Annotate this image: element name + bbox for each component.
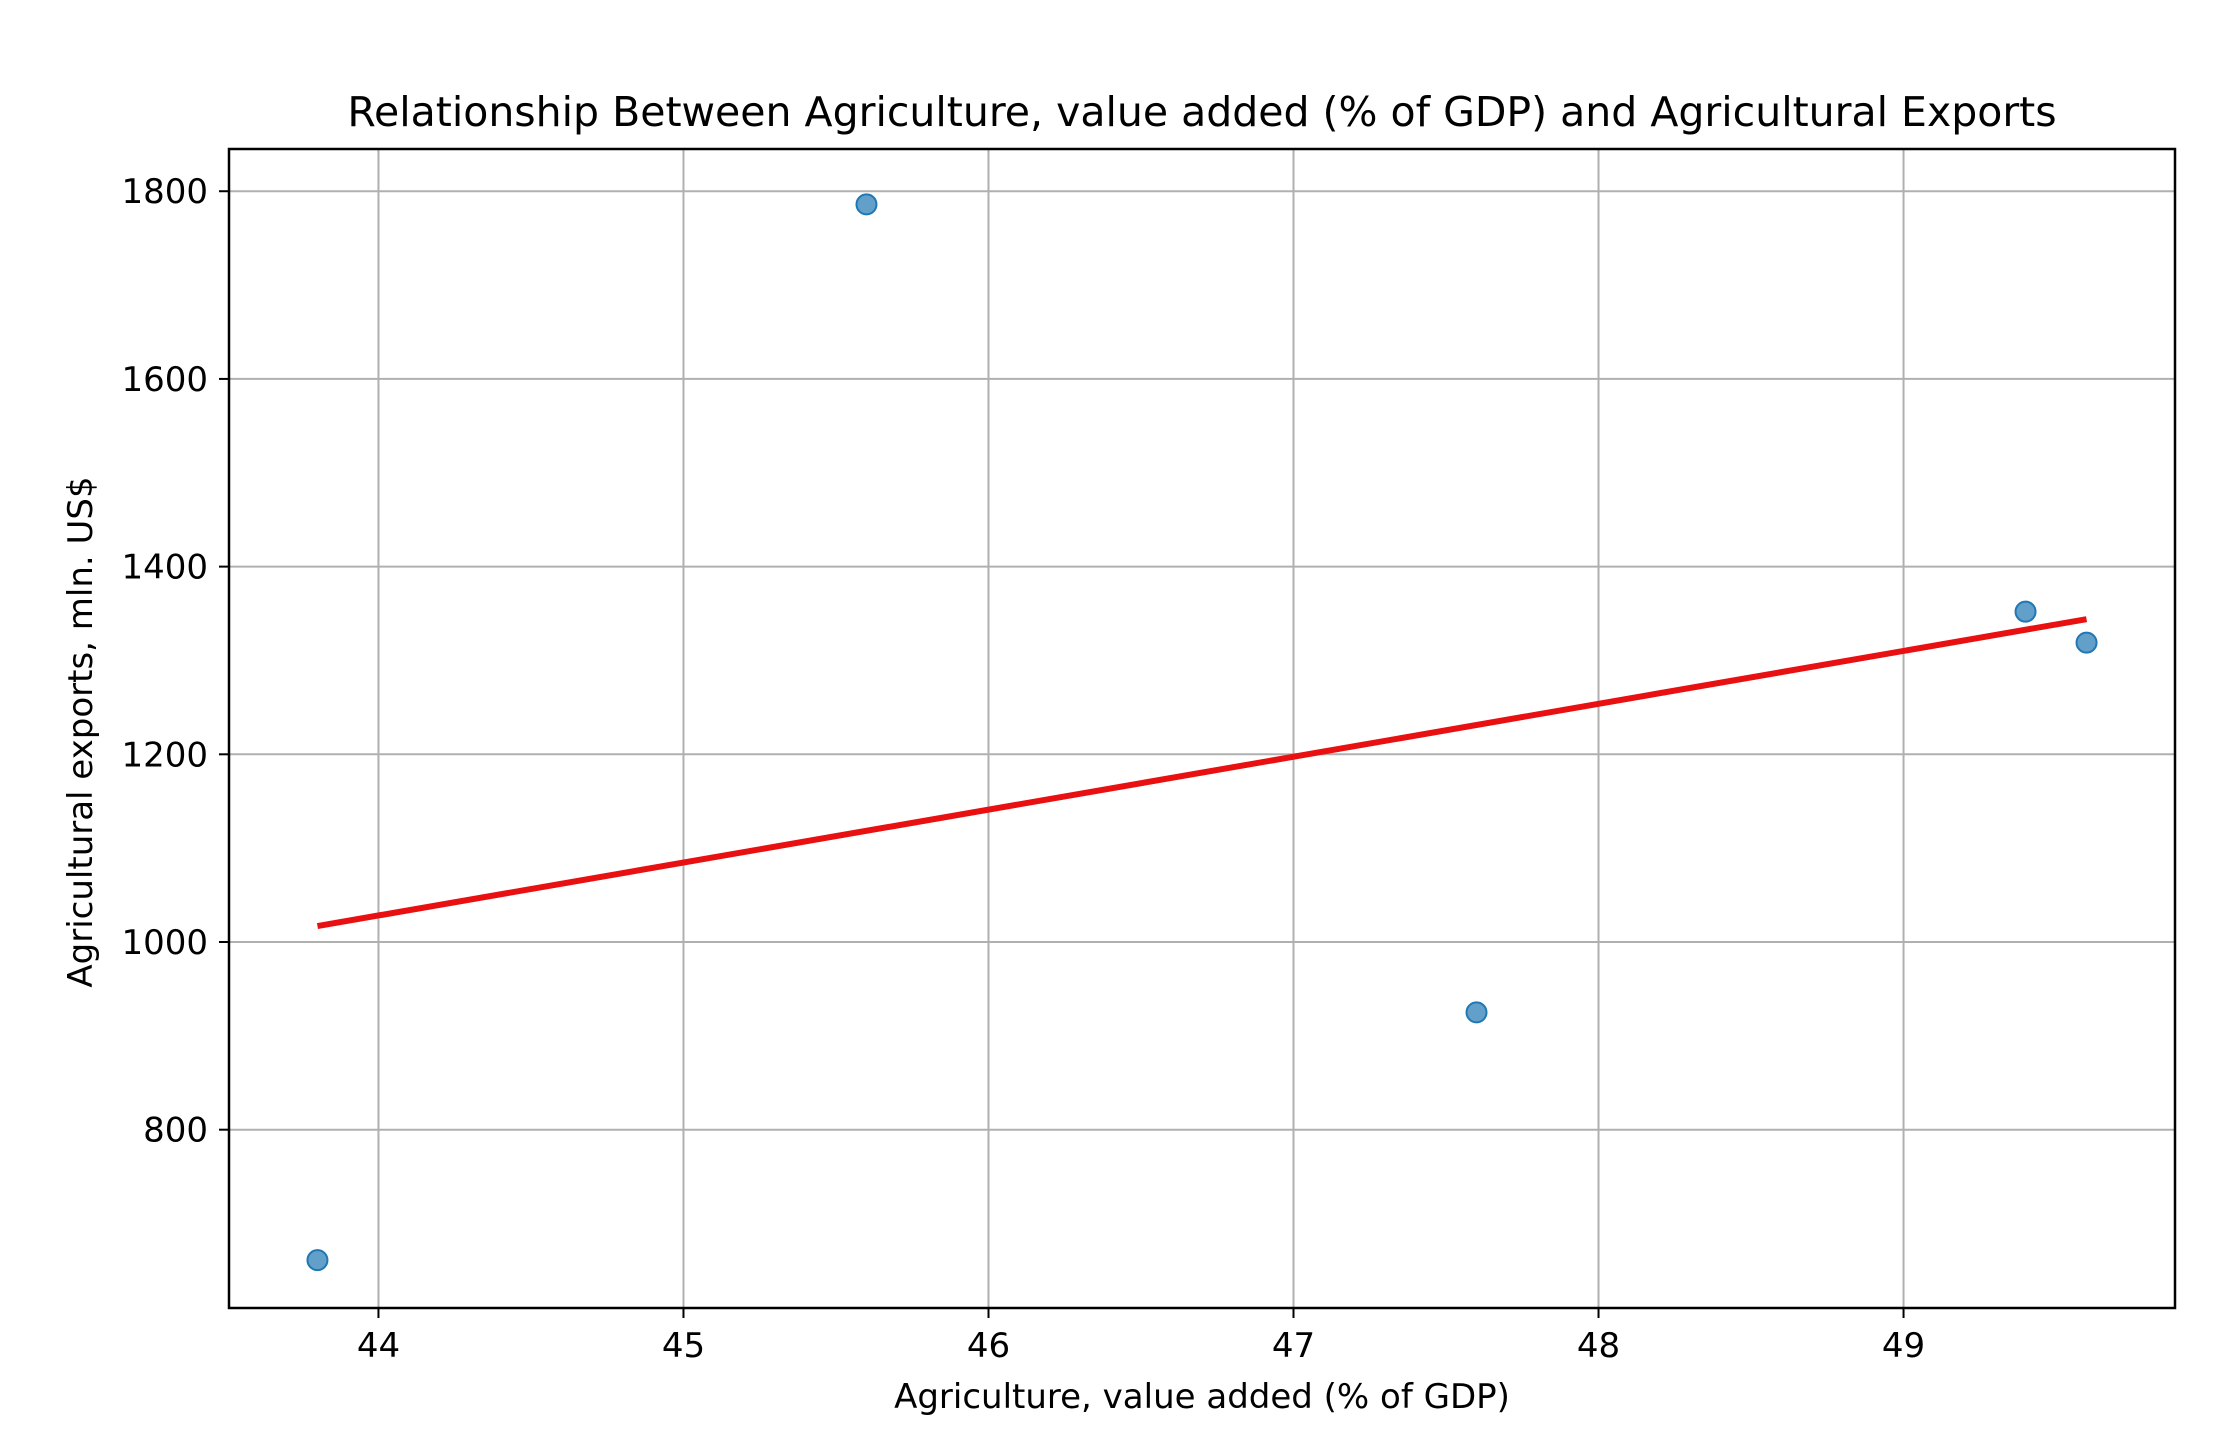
y-tick-label: 1600 [121,360,208,400]
y-tick-label: 800 [143,1111,208,1151]
y-axis-label: Agricultural exports, mln. US$ [61,476,101,987]
data-points [306,193,2098,1272]
x-tick-label: 48 [1577,1326,1620,1366]
trend-line [316,616,2088,930]
x-axis-label: Agriculture, value added (% of GDP) [894,1377,1510,1417]
y-tick-label: 1200 [121,735,208,775]
y-tick-label: 1400 [121,548,208,588]
y-tick-label: 1000 [121,923,208,963]
data-point [1465,1001,1488,1024]
data-point [2075,631,2098,654]
data-point [306,1249,329,1272]
x-tick-label: 47 [1272,1326,1315,1366]
plot-frame [227,147,2177,1310]
x-tick-label: 45 [662,1326,705,1366]
y-tick-label: 1800 [121,172,208,212]
x-tick-label: 44 [357,1326,400,1366]
trend-line-group [316,616,2088,930]
chart-title: Relationship Between Agriculture, value … [347,88,2056,136]
x-tick-label: 46 [967,1326,1010,1366]
data-point [855,193,878,216]
x-axis-ticks: 44 45 46 47 48 49 [357,1308,1925,1366]
y-axis-ticks: 800 1000 1200 1400 1600 1800 [121,172,229,1151]
grid-lines [229,149,2175,1308]
data-point [2014,600,2037,623]
x-tick-label: 49 [1882,1326,1925,1366]
